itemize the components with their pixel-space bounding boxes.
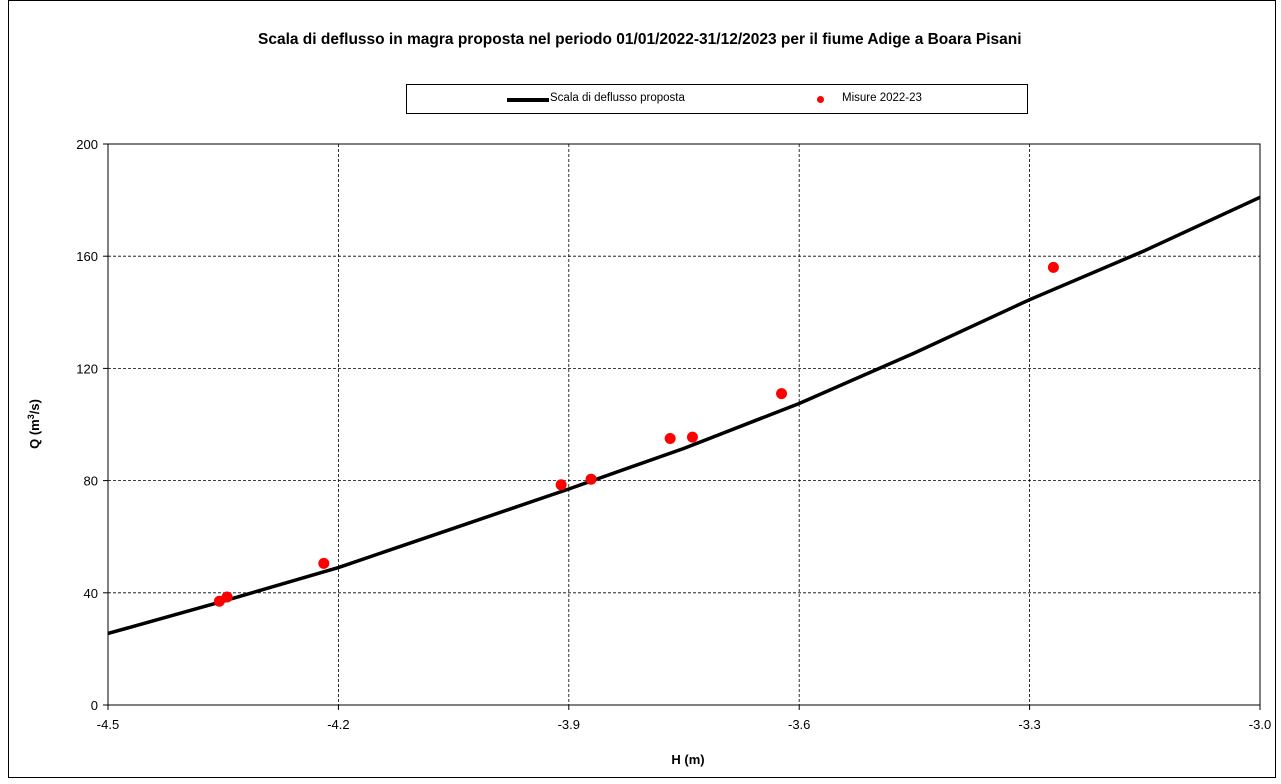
measurement-point	[686, 431, 698, 443]
x-tick-label: -4.5	[97, 717, 119, 732]
x-tick-label: -3.9	[558, 717, 580, 732]
measurement-point	[664, 433, 676, 445]
x-tick-label: -3.6	[788, 717, 810, 732]
y-tick-label: 80	[84, 474, 98, 489]
y-axis-label-sup: 3	[25, 414, 36, 420]
measurement-point	[1047, 261, 1059, 273]
measurement-point	[585, 473, 597, 485]
y-tick-label: 160	[76, 249, 98, 264]
legend-label-measurements: Misure 2022-23	[842, 92, 922, 104]
legend-dot-swatch	[817, 96, 824, 103]
x-axis-label: H (m)	[671, 752, 705, 767]
y-tick-label: 40	[84, 586, 98, 601]
measurement-point	[555, 479, 567, 491]
x-tick-label: -3.0	[1249, 717, 1271, 732]
chart-frame	[8, 0, 1276, 778]
series-line-rating-curve	[107, 195, 1261, 636]
y-tick-label: 0	[91, 698, 98, 713]
measurement-point	[776, 388, 788, 400]
legend-label-rating-curve: Scala di deflusso proposta	[550, 92, 685, 104]
y-axis-label-tail: /s)	[27, 399, 43, 415]
y-tick-label: 200	[76, 137, 98, 152]
chart-title: Scala di deflusso in magra proposta nel …	[258, 31, 1022, 48]
y-tick-label: 120	[76, 361, 98, 376]
measurement-point	[221, 591, 233, 603]
chart-legend: Scala di deflusso proposta Misure 2022-2…	[406, 84, 1028, 114]
x-tick-label: -4.2	[327, 717, 349, 732]
legend-line-swatch	[507, 98, 549, 102]
y-axis-label-main: Q (m	[27, 419, 43, 449]
plot-border	[107, 143, 1261, 706]
x-tick-label: -3.3	[1018, 717, 1040, 732]
y-axis-label: Q (m3/s)	[26, 399, 42, 449]
measurement-point	[318, 557, 330, 569]
